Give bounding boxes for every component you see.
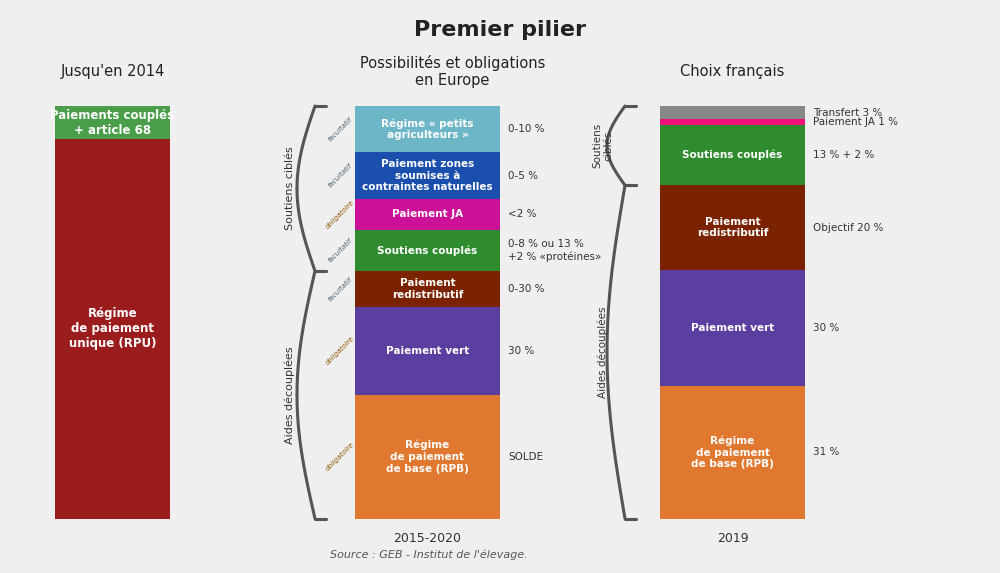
Text: Soutiens
ciblés: Soutiens ciblés (592, 123, 614, 168)
FancyBboxPatch shape (355, 199, 500, 230)
FancyBboxPatch shape (660, 185, 805, 270)
Text: Régime
de paiement
de base (RPB): Régime de paiement de base (RPB) (386, 440, 469, 473)
Text: 30 %: 30 % (813, 323, 839, 333)
Text: Soutiens couplés: Soutiens couplés (682, 150, 783, 160)
FancyBboxPatch shape (55, 139, 170, 519)
Text: Aides découplées: Aides découplées (598, 306, 608, 398)
Text: facultatif: facultatif (327, 162, 353, 189)
Text: Soutiens ciblés: Soutiens ciblés (285, 147, 295, 230)
Text: <2 %: <2 % (508, 209, 536, 219)
FancyBboxPatch shape (355, 230, 500, 271)
Text: facultatif: facultatif (327, 116, 353, 143)
Text: Paiement vert: Paiement vert (691, 323, 774, 333)
Text: Premier pilier: Premier pilier (414, 20, 586, 40)
FancyBboxPatch shape (660, 386, 805, 519)
Text: Régime
de paiement
de base (RPB): Régime de paiement de base (RPB) (691, 435, 774, 469)
Text: Régime
de paiement
unique (RPU): Régime de paiement unique (RPU) (69, 307, 156, 350)
Text: Paiement JA 1 %: Paiement JA 1 % (813, 117, 898, 127)
Text: 30 %: 30 % (508, 346, 534, 356)
Text: 2019: 2019 (717, 532, 748, 545)
Text: 0-8 % ou 13 %
+2 % «protéines»: 0-8 % ou 13 % +2 % «protéines» (508, 240, 601, 261)
Text: Paiement vert: Paiement vert (386, 346, 469, 356)
Text: Objectif 20 %: Objectif 20 % (813, 223, 883, 233)
FancyBboxPatch shape (355, 307, 500, 395)
Text: Régime « petits
agriculteurs »: Régime « petits agriculteurs » (381, 118, 474, 140)
Text: Choix français: Choix français (680, 64, 785, 79)
Text: Paiement
redistributif: Paiement redistributif (392, 278, 463, 300)
FancyBboxPatch shape (355, 271, 500, 307)
Text: 0-30 %: 0-30 % (508, 284, 544, 294)
Text: Soutiens couplés: Soutiens couplés (377, 245, 478, 256)
FancyBboxPatch shape (55, 106, 170, 139)
FancyBboxPatch shape (660, 124, 805, 185)
Text: 0-10 %: 0-10 % (508, 124, 544, 134)
Text: SOLDE: SOLDE (508, 452, 543, 462)
FancyBboxPatch shape (355, 106, 500, 152)
Text: obligatoire: obligatoire (325, 441, 355, 472)
Text: Possibilités et obligations
en Europe: Possibilités et obligations en Europe (360, 55, 545, 88)
Text: Aides découplées: Aides découplées (285, 346, 295, 444)
Text: Paiement JA: Paiement JA (392, 209, 463, 219)
FancyBboxPatch shape (660, 270, 805, 386)
FancyBboxPatch shape (355, 152, 500, 199)
Text: Paiement zones
soumises à
contraintes naturelles: Paiement zones soumises à contraintes na… (362, 159, 493, 192)
Text: 2015-2020: 2015-2020 (394, 532, 462, 545)
FancyBboxPatch shape (660, 119, 805, 124)
Text: facultatif: facultatif (327, 237, 353, 264)
Text: 31 %: 31 % (813, 448, 839, 457)
Text: facultatif: facultatif (327, 276, 353, 303)
Text: 0-5 %: 0-5 % (508, 171, 538, 180)
FancyBboxPatch shape (660, 106, 805, 119)
FancyBboxPatch shape (355, 395, 500, 519)
Text: Paiements couplés
+ article 68: Paiements couplés + article 68 (50, 108, 175, 136)
Text: Source : GEB - Institut de l'élevage.: Source : GEB - Institut de l'élevage. (330, 550, 528, 560)
Text: Transfert 3 %: Transfert 3 % (813, 108, 882, 117)
Text: Jusqu'en 2014: Jusqu'en 2014 (60, 64, 165, 79)
Text: obligatoire: obligatoire (325, 199, 355, 230)
Text: obligatoire: obligatoire (325, 336, 355, 366)
Text: 13 % + 2 %: 13 % + 2 % (813, 150, 874, 160)
Text: Paiement
redistributif: Paiement redistributif (697, 217, 768, 238)
